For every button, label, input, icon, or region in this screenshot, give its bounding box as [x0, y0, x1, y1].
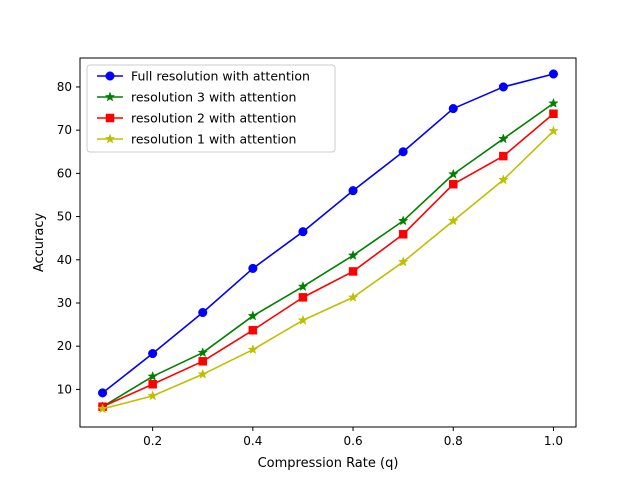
y-tick-label: 60	[57, 166, 72, 180]
legend-label: resolution 2 with attention	[131, 111, 296, 126]
legend-marker	[104, 133, 116, 144]
data-point	[498, 82, 508, 92]
x-tick-label: 0.6	[344, 434, 363, 448]
plot-lines	[102, 73, 555, 410]
legend-marker	[105, 113, 115, 123]
data-point	[347, 291, 359, 302]
plot-markers	[97, 69, 559, 414]
legend: Full resolution with attention resolution…	[86, 64, 336, 153]
y-tick-label: 80	[57, 80, 72, 94]
data-point	[398, 147, 408, 157]
series-line-1	[102, 73, 554, 394]
data-point	[448, 215, 459, 226]
data-point	[298, 227, 308, 237]
data-point	[548, 97, 559, 108]
x-tick-label: 0.4	[243, 434, 262, 448]
data-point	[348, 186, 358, 196]
data-point	[197, 368, 208, 379]
data-point	[148, 379, 157, 389]
legend-label: resolution 3 with attention	[131, 90, 296, 105]
data-point	[397, 215, 409, 226]
y-axis-label: Accuracy	[32, 213, 47, 273]
y-tick-label: 10	[57, 382, 72, 396]
y-axis-ticks: 10 20 30 40 50 60 70 80	[57, 80, 80, 396]
data-point	[448, 104, 458, 114]
y-tick-label: 50	[57, 210, 72, 224]
data-point	[549, 109, 558, 118]
data-point	[148, 348, 158, 359]
data-point	[298, 293, 308, 302]
data-point	[197, 347, 208, 358]
data-point	[97, 388, 108, 398]
data-point	[498, 133, 509, 144]
x-tick-label: 0.8	[444, 434, 463, 448]
series-line-3	[102, 113, 554, 408]
data-point	[347, 249, 359, 260]
legend-frame	[86, 64, 336, 153]
data-point	[147, 390, 158, 401]
data-point	[297, 314, 309, 325]
legend-marker	[104, 91, 116, 102]
data-point	[448, 168, 459, 179]
x-tick-label: 1.0	[544, 434, 563, 448]
legend-label: resolution 1 with attention	[131, 132, 296, 147]
x-axis-label: Compression Rate (q)	[258, 456, 399, 471]
data-point	[548, 69, 559, 79]
data-point	[248, 325, 258, 335]
data-point	[548, 125, 559, 136]
data-point	[147, 370, 158, 381]
y-tick-label: 70	[57, 123, 72, 137]
data-point	[498, 174, 509, 185]
data-point	[499, 151, 508, 161]
data-point	[248, 263, 258, 273]
legend-marker	[105, 71, 115, 81]
data-point	[198, 357, 207, 366]
data-point	[97, 403, 108, 414]
data-point	[449, 179, 458, 189]
data-point	[247, 344, 259, 355]
data-point	[397, 256, 409, 267]
series-line-2	[102, 102, 554, 408]
data-point	[297, 281, 309, 292]
y-tick-label: 20	[57, 339, 72, 353]
legend-label: Full resolution with attention	[131, 69, 310, 84]
data-point	[198, 307, 208, 318]
data-point	[348, 267, 358, 276]
data-point	[398, 230, 408, 239]
series-line-4	[102, 130, 555, 410]
x-axis-ticks: 0.2 0.4 0.6 0.8 1.0	[143, 427, 563, 448]
axes-frame	[79, 57, 577, 428]
y-tick-label: 40	[57, 253, 72, 267]
y-tick-label: 30	[57, 296, 72, 310]
data-point	[247, 310, 259, 321]
x-tick-label: 0.2	[143, 434, 162, 448]
